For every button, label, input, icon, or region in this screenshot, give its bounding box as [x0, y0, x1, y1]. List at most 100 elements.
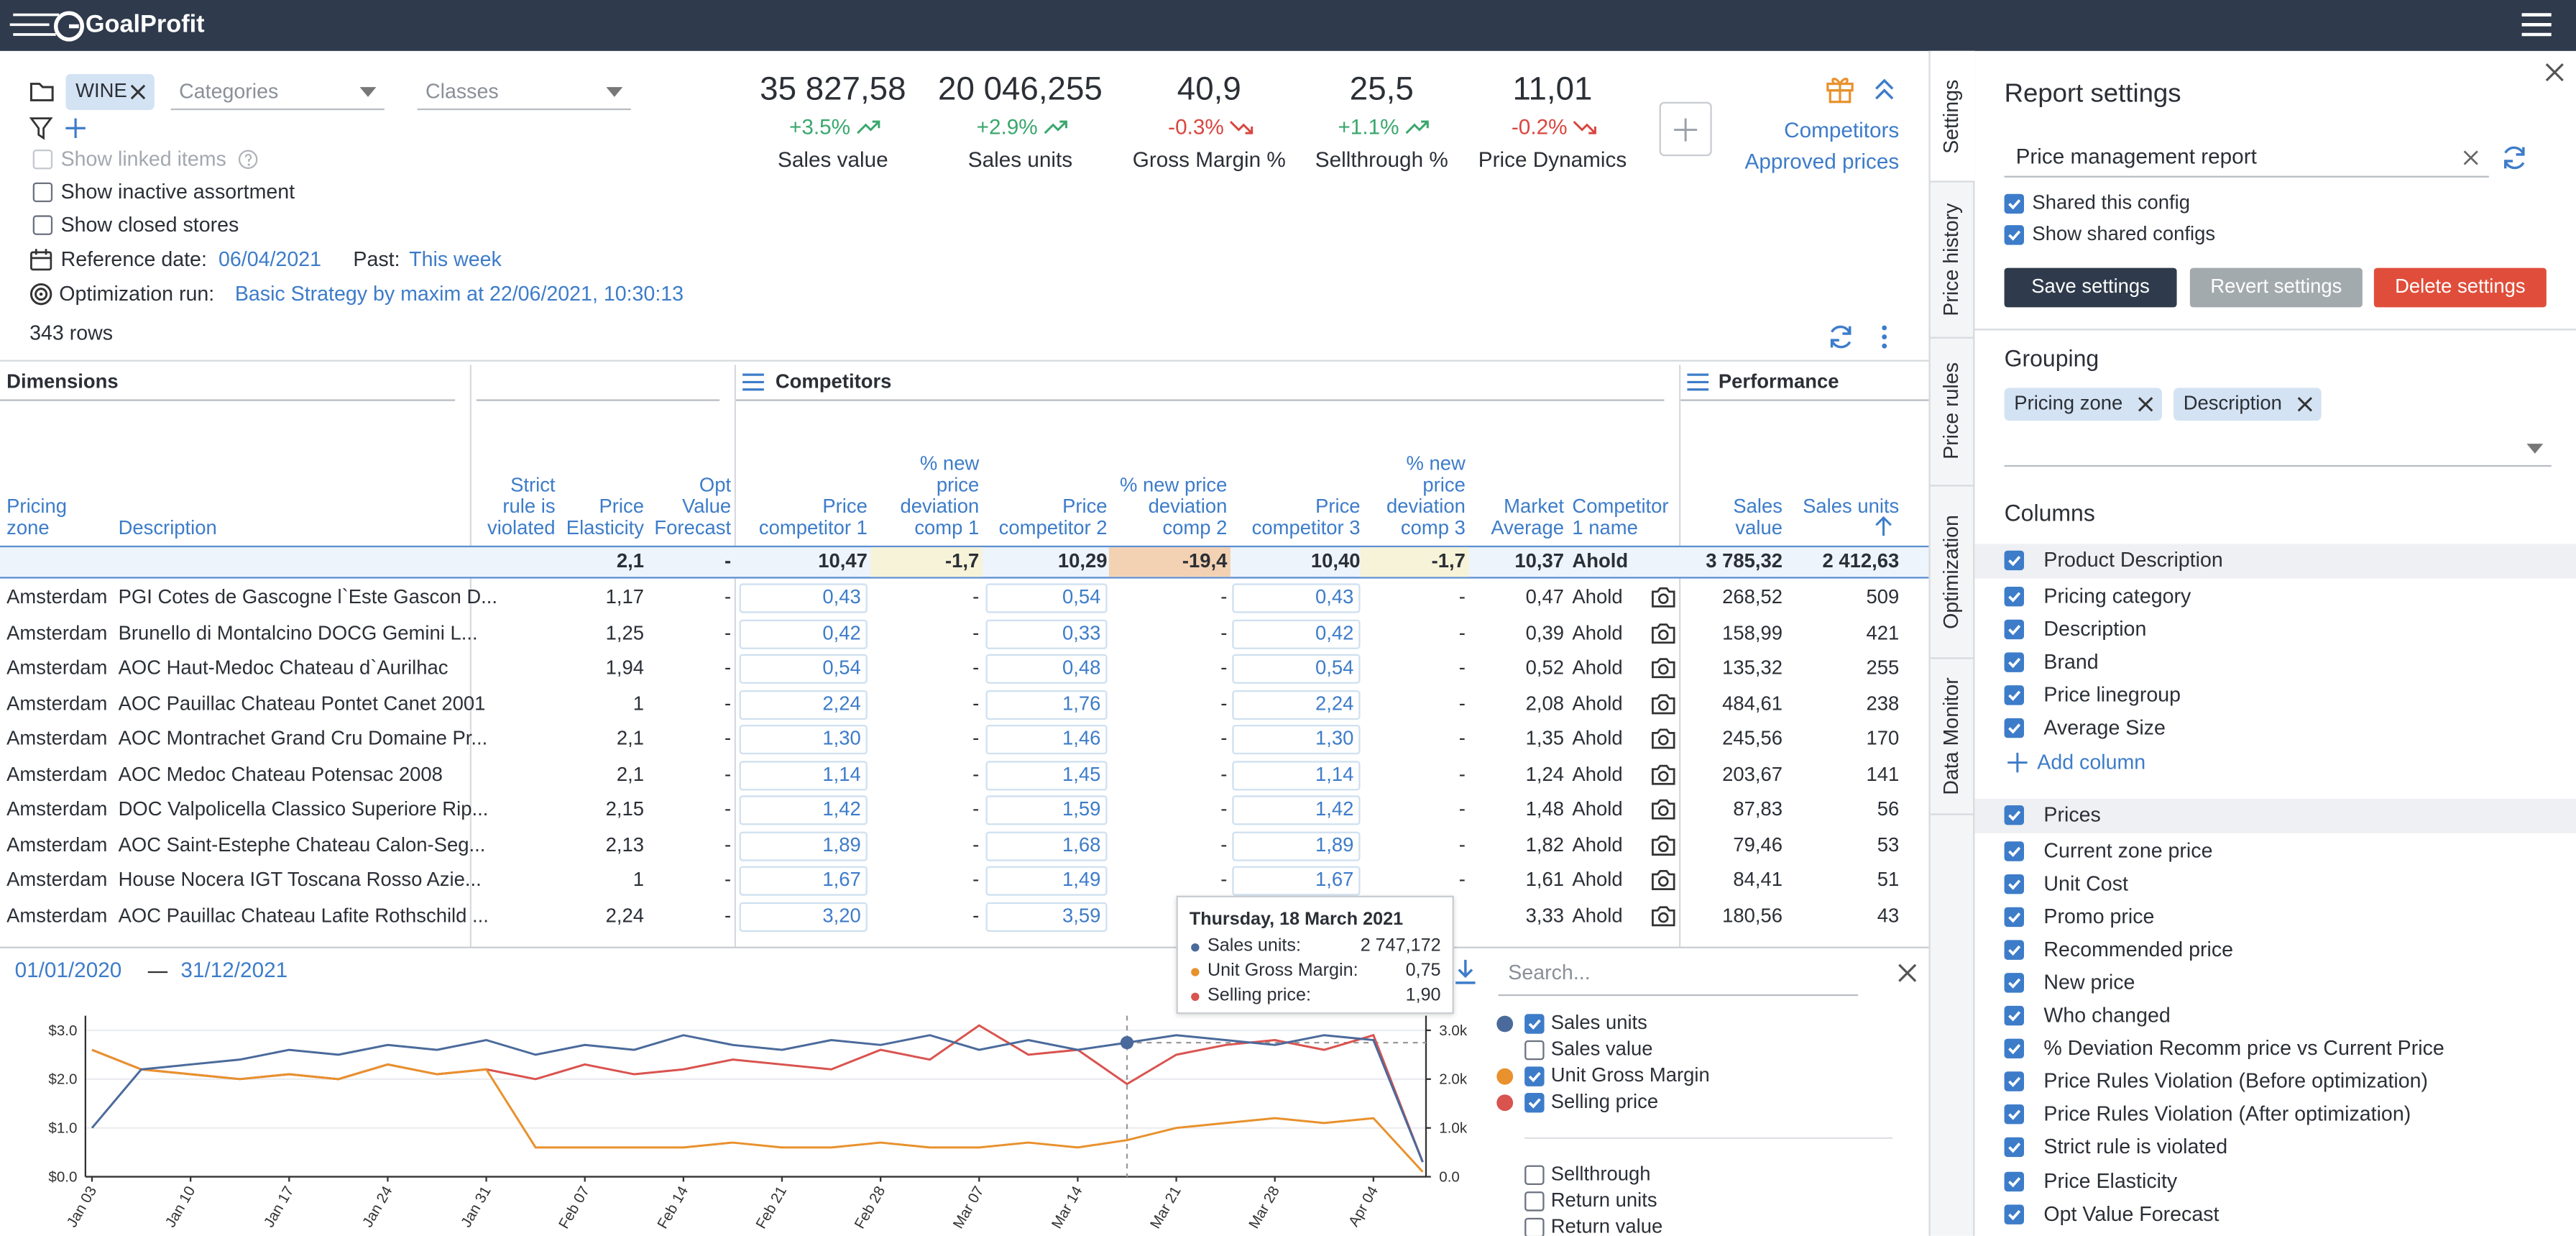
column-item[interactable]: Price linegroup — [2043, 684, 2181, 708]
price-input[interactable] — [1232, 795, 1361, 825]
chip-remove[interactable] — [2296, 396, 2313, 413]
checkbox[interactable] — [1524, 1165, 1545, 1185]
chip-remove[interactable] — [2138, 396, 2154, 413]
column-header[interactable]: Pricing zone — [6, 494, 67, 539]
price-input[interactable] — [1232, 866, 1361, 896]
add-column-icon[interactable] — [2007, 751, 2028, 772]
checkbox[interactable] — [2004, 586, 2024, 607]
column-header[interactable]: Price competitor 3 — [1251, 494, 1361, 539]
column-group-name[interactable]: Prices — [2043, 802, 2101, 826]
checkbox[interactable] — [1524, 1066, 1545, 1086]
camera-icon[interactable] — [1651, 657, 1675, 679]
price-input[interactable] — [739, 724, 868, 755]
button-label[interactable]: Delete settings — [2395, 274, 2526, 298]
column-item[interactable]: Pricing category — [2043, 585, 2191, 608]
price-input[interactable] — [1232, 583, 1361, 613]
checkbox[interactable] — [2004, 652, 2024, 673]
option-label[interactable]: Show linked items — [60, 147, 226, 171]
checkbox[interactable] — [2004, 1171, 2024, 1191]
column-header[interactable]: % new price deviation comp 1 — [900, 452, 980, 539]
collapse-icon[interactable] — [1874, 77, 1894, 100]
price-input[interactable] — [985, 795, 1108, 825]
price-input[interactable] — [985, 654, 1108, 684]
grouping-chip[interactable] — [2173, 388, 2322, 421]
legend-label[interactable]: Sales units — [1550, 1010, 1647, 1034]
close-settings[interactable] — [2545, 63, 2564, 82]
side-tab[interactable]: Optimization — [1939, 513, 1963, 628]
button[interactable] — [2373, 267, 2547, 308]
checkbox[interactable] — [1524, 1191, 1545, 1212]
checkbox[interactable] — [2004, 1104, 2024, 1125]
legend-label[interactable]: Unit Gross Margin — [1550, 1063, 1710, 1087]
date-from[interactable]: 01/01/2020 — [14, 957, 122, 982]
camera-icon[interactable] — [1651, 834, 1675, 856]
tag-chip[interactable] — [65, 73, 155, 111]
legend-label[interactable]: Return value — [1550, 1214, 1663, 1236]
price-input[interactable] — [985, 866, 1108, 896]
price-input[interactable] — [1232, 830, 1361, 861]
config-name[interactable]: Price management report — [2015, 144, 2257, 169]
legend-label[interactable]: Sellthrough — [1550, 1162, 1651, 1186]
checkbox[interactable] — [2004, 193, 2024, 214]
camera-icon[interactable] — [1651, 764, 1675, 785]
price-input[interactable] — [1232, 760, 1361, 790]
checkbox[interactable] — [1524, 1092, 1545, 1113]
checkbox[interactable] — [2004, 972, 2024, 993]
classes-placeholder[interactable]: Classes — [425, 80, 499, 104]
price-input[interactable] — [739, 618, 868, 649]
column-item[interactable]: Description — [2043, 618, 2147, 641]
checkbox[interactable] — [2004, 1005, 2024, 1026]
group-menu-icon[interactable] — [1687, 373, 1709, 391]
column-header[interactable]: Sales units — [1803, 494, 1900, 518]
close-chart[interactable] — [1898, 963, 1917, 982]
legend-search[interactable]: Search... — [1508, 961, 1591, 984]
checkbox[interactable] — [2004, 619, 2024, 640]
download-icon[interactable] — [1454, 958, 1477, 985]
price-input[interactable] — [739, 830, 868, 861]
refresh-icon[interactable] — [1827, 324, 1855, 350]
legend-label[interactable]: Sales value — [1550, 1037, 1653, 1061]
checkbox[interactable] — [2004, 550, 2024, 571]
group-menu-icon[interactable] — [742, 373, 764, 391]
settings-option[interactable]: Shared this config — [2032, 191, 2190, 214]
camera-icon[interactable] — [1651, 587, 1675, 608]
column-header[interactable]: Sales value — [1733, 494, 1782, 539]
price-input[interactable] — [739, 866, 868, 896]
checkbox[interactable] — [2004, 841, 2024, 861]
column-header[interactable]: Price competitor 1 — [758, 494, 868, 539]
column-item[interactable]: Price Rules Violation (Before optimizati… — [2043, 1069, 2429, 1093]
camera-icon[interactable] — [1651, 799, 1675, 820]
column-item[interactable]: Strict rule is violated — [2043, 1135, 2228, 1159]
price-input[interactable] — [739, 795, 868, 825]
checkbox[interactable] — [1524, 1040, 1545, 1061]
header-link[interactable]: Competitors — [1784, 117, 1900, 142]
filter-icon[interactable] — [29, 116, 53, 140]
chip-remove[interactable] — [130, 84, 147, 101]
gift-icon[interactable] — [1825, 74, 1854, 104]
add-filter[interactable] — [65, 118, 86, 138]
column-item[interactable]: Average Size — [2043, 717, 2166, 741]
button[interactable] — [2189, 267, 2363, 308]
price-input[interactable] — [739, 654, 868, 684]
add-kpi-plus[interactable] — [1673, 116, 1699, 143]
price-input[interactable] — [985, 618, 1108, 649]
legend-label[interactable]: Selling price — [1550, 1089, 1659, 1113]
camera-icon[interactable] — [1651, 622, 1675, 644]
price-input[interactable] — [1232, 654, 1361, 684]
checkbox[interactable] — [2004, 874, 2024, 894]
column-item[interactable]: Price Elasticity — [2043, 1168, 2178, 1192]
price-input[interactable] — [985, 689, 1108, 719]
past-value[interactable]: This week — [409, 247, 502, 271]
add-kpi[interactable] — [1659, 101, 1712, 157]
price-input[interactable] — [985, 901, 1108, 931]
checkbox[interactable] — [2004, 685, 2024, 706]
legend-label[interactable]: Return units — [1550, 1188, 1657, 1212]
price-input[interactable] — [1232, 724, 1361, 755]
checkbox[interactable] — [2004, 718, 2024, 739]
checkbox[interactable] — [2004, 225, 2024, 245]
column-header[interactable]: Price Elasticity — [566, 494, 644, 539]
checkbox[interactable] — [32, 215, 53, 235]
checkbox[interactable] — [2004, 939, 2024, 960]
column-header[interactable]: Price competitor 2 — [998, 494, 1108, 539]
sort-icon[interactable] — [1874, 516, 1892, 536]
